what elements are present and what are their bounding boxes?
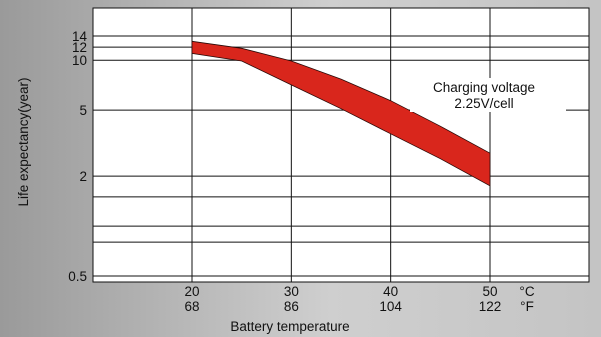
x-tick-label-fahrenheit: 122: [479, 299, 502, 314]
annotation-background: [410, 78, 566, 112]
annotation-line-2: 2.25V/cell: [454, 96, 513, 111]
x-tick-label-fahrenheit: 104: [379, 299, 402, 314]
x-tick-label-celsius: 30: [284, 284, 299, 299]
x-unit-fahrenheit: °F: [520, 299, 534, 314]
x-tick-label-fahrenheit: 68: [184, 299, 199, 314]
y-tick-label: 14: [72, 29, 88, 44]
x-tick-label-celsius: 20: [184, 284, 199, 299]
y-tick-label: 0.5: [68, 269, 87, 284]
y-axis-label: Life expectancy(year): [16, 77, 31, 206]
plot-area: [92, 7, 590, 283]
x-tick-label-celsius: 40: [383, 284, 398, 299]
y-tick-label: 5: [79, 103, 87, 118]
y-tick-label: 12: [72, 40, 87, 55]
x-tick-label-fahrenheit: 86: [284, 299, 299, 314]
y-tick-label: 2: [79, 169, 87, 184]
y-tick-label: 10: [72, 53, 87, 68]
life-expectancy-band: [191, 40, 491, 187]
grid-lines: [93, 8, 589, 282]
x-axis-label: Battery temperature: [230, 319, 349, 334]
x-unit-celsius: °C: [519, 284, 534, 299]
annotation-line-1: Charging voltage: [433, 80, 535, 95]
x-tick-label-celsius: 50: [482, 284, 497, 299]
